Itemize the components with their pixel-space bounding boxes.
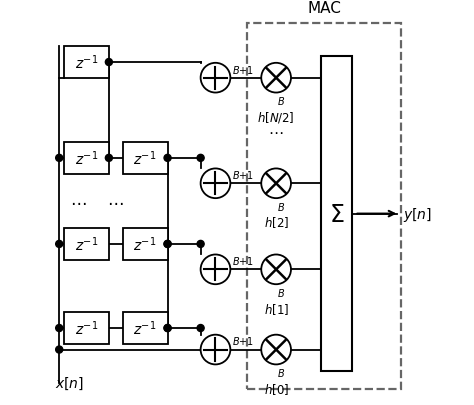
Text: $x[n]$: $x[n]$ bbox=[55, 375, 84, 391]
Text: $\cdots$: $\cdots$ bbox=[268, 124, 284, 139]
Text: $h[2]$: $h[2]$ bbox=[264, 215, 289, 230]
Text: MAC: MAC bbox=[307, 1, 341, 16]
Text: $\cdots$: $\cdots$ bbox=[108, 192, 124, 210]
Text: $B{+}1$: $B{+}1$ bbox=[232, 255, 255, 266]
Circle shape bbox=[197, 325, 204, 332]
Circle shape bbox=[261, 255, 291, 285]
Text: $B$: $B$ bbox=[277, 286, 285, 298]
Circle shape bbox=[201, 255, 230, 285]
Circle shape bbox=[55, 155, 63, 162]
FancyBboxPatch shape bbox=[123, 228, 168, 260]
Circle shape bbox=[105, 155, 112, 162]
FancyBboxPatch shape bbox=[64, 143, 109, 175]
FancyBboxPatch shape bbox=[321, 57, 352, 371]
Circle shape bbox=[201, 64, 230, 93]
Text: $z^{-1}$: $z^{-1}$ bbox=[75, 319, 98, 337]
Circle shape bbox=[261, 169, 291, 199]
Circle shape bbox=[164, 325, 171, 332]
Text: $h[1]$: $h[1]$ bbox=[264, 301, 289, 316]
Text: $B{+}1$: $B{+}1$ bbox=[232, 169, 255, 181]
FancyBboxPatch shape bbox=[123, 312, 168, 344]
Text: $z^{-1}$: $z^{-1}$ bbox=[75, 149, 98, 168]
Text: $B$: $B$ bbox=[277, 200, 285, 212]
Circle shape bbox=[164, 155, 171, 162]
Circle shape bbox=[55, 325, 63, 332]
FancyBboxPatch shape bbox=[123, 143, 168, 175]
Text: $z^{-1}$: $z^{-1}$ bbox=[133, 149, 157, 168]
Circle shape bbox=[164, 325, 171, 332]
Text: $z^{-1}$: $z^{-1}$ bbox=[75, 53, 98, 72]
Text: $h[0]$: $h[0]$ bbox=[264, 381, 289, 396]
Circle shape bbox=[201, 169, 230, 199]
FancyBboxPatch shape bbox=[64, 47, 109, 79]
Circle shape bbox=[164, 241, 171, 248]
Text: $y[n]$: $y[n]$ bbox=[403, 205, 432, 223]
FancyBboxPatch shape bbox=[64, 312, 109, 344]
Text: $B$: $B$ bbox=[277, 95, 285, 107]
Text: $z^{-1}$: $z^{-1}$ bbox=[75, 235, 98, 254]
Circle shape bbox=[55, 346, 63, 353]
Circle shape bbox=[261, 64, 291, 93]
FancyBboxPatch shape bbox=[64, 228, 109, 260]
Text: $z^{-1}$: $z^{-1}$ bbox=[133, 235, 157, 254]
Text: $B{+}1$: $B{+}1$ bbox=[232, 335, 255, 347]
Text: $\Sigma$: $\Sigma$ bbox=[329, 202, 345, 226]
Circle shape bbox=[201, 335, 230, 364]
Circle shape bbox=[164, 241, 171, 248]
Circle shape bbox=[55, 241, 63, 248]
Circle shape bbox=[105, 60, 112, 66]
Text: $\cdots$: $\cdots$ bbox=[70, 192, 87, 210]
Circle shape bbox=[197, 241, 204, 248]
Circle shape bbox=[261, 335, 291, 364]
Text: $z^{-1}$: $z^{-1}$ bbox=[133, 319, 157, 337]
Text: $h[N/2]$: $h[N/2]$ bbox=[257, 110, 295, 125]
Text: $B{+}1$: $B{+}1$ bbox=[232, 64, 255, 75]
Text: $B$: $B$ bbox=[277, 366, 285, 378]
Circle shape bbox=[197, 155, 204, 162]
